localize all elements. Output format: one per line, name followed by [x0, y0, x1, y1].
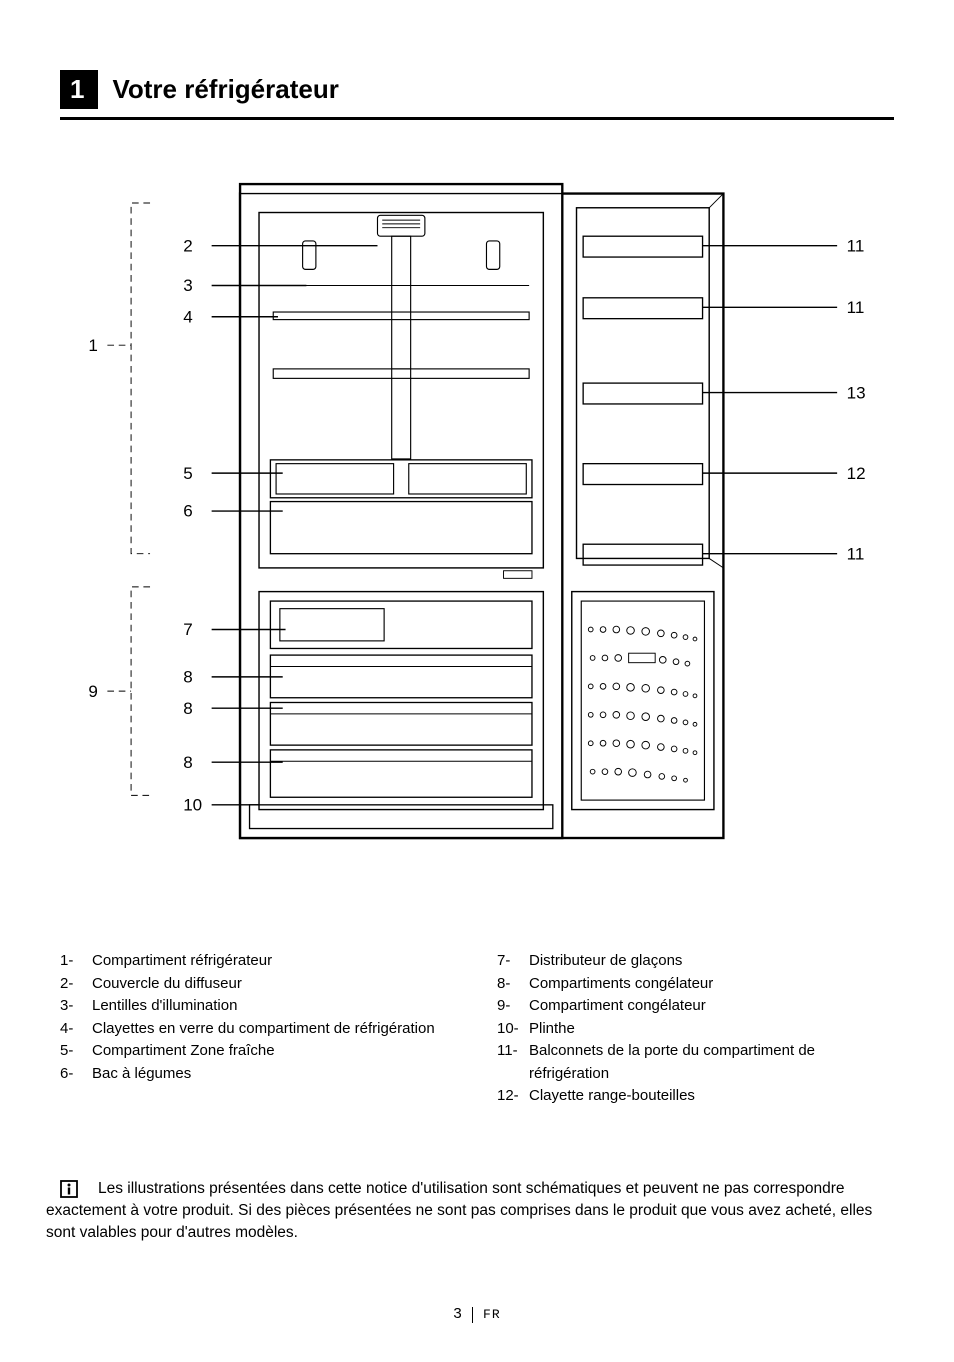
svg-text:10: 10	[183, 796, 202, 815]
fridge-diagram-svg: 2 3 4 1 5 6 7 8 9 8 8 10 11 11 13 12 11	[60, 160, 894, 900]
svg-text:1: 1	[88, 336, 97, 355]
legend-row: 7-Distributeur de glaçons	[497, 950, 894, 973]
legend-num: 4-	[60, 1018, 92, 1041]
legend-num: 12-	[497, 1085, 529, 1108]
svg-text:13: 13	[847, 383, 866, 402]
legend-text: Couvercle du diffuseur	[92, 973, 457, 996]
chapter-header: 1 Votre réfrigérateur	[60, 70, 894, 120]
legend-row: 8-Compartiments congélateur	[497, 973, 894, 996]
legend-num: 2-	[60, 973, 92, 996]
footer-divider	[472, 1307, 473, 1323]
page-footer: 3 FR	[60, 1305, 894, 1322]
legend-row: 10-Plinthe	[497, 1018, 894, 1041]
legend-num: 1-	[60, 950, 92, 973]
svg-text:11: 11	[847, 298, 865, 317]
legend-right-col: 7-Distributeur de glaçons8-Compartiments…	[497, 950, 894, 1108]
legend-row: 5-Compartiment Zone fraîche	[60, 1040, 457, 1063]
legend-num: 9-	[497, 995, 529, 1018]
svg-text:4: 4	[183, 307, 192, 326]
legend-row: 2-Couvercle du diffuseur	[60, 973, 457, 996]
legend-text: Lentilles d'illumination	[92, 995, 457, 1018]
legend-num: 6-	[60, 1063, 92, 1086]
legend-text: Plinthe	[529, 1018, 894, 1041]
fridge-diagram: 2 3 4 1 5 6 7 8 9 8 8 10 11 11 13 12 11	[60, 160, 894, 900]
legend-left-col: 1-Compartiment réfrigérateur2-Couvercle …	[60, 950, 457, 1108]
legend-text: Bac à légumes	[92, 1063, 457, 1086]
svg-text:8: 8	[183, 668, 192, 687]
footer-page-num: 3	[453, 1305, 461, 1322]
legend-num: 11-	[497, 1040, 529, 1085]
note-block: Les illustrations présentées dans cette …	[60, 1178, 894, 1245]
legend-row: 9-Compartiment congélateur	[497, 995, 894, 1018]
legend-row: 3-Lentilles d'illumination	[60, 995, 457, 1018]
svg-text:6: 6	[183, 502, 192, 521]
legend-text: Distributeur de glaçons	[529, 950, 894, 973]
svg-text:7: 7	[183, 620, 192, 639]
legend-text: Compartiment congélateur	[529, 995, 894, 1018]
legend-num: 8-	[497, 973, 529, 996]
svg-text:8: 8	[183, 753, 192, 772]
note-text: Les illustrations présentées dans cette …	[46, 1178, 894, 1245]
svg-text:3: 3	[183, 276, 192, 295]
legend-row: 1-Compartiment réfrigérateur	[60, 950, 457, 973]
svg-text:11: 11	[847, 544, 865, 563]
svg-text:11: 11	[847, 236, 865, 255]
legend-text: Clayette range-bouteilles	[529, 1085, 894, 1108]
legend-row: 11-Balconnets de la porte du compartimen…	[497, 1040, 894, 1085]
footer-lang: FR	[483, 1307, 501, 1322]
chapter-title: Votre réfrigérateur	[112, 74, 338, 105]
svg-text:8: 8	[183, 699, 192, 718]
svg-text:9: 9	[88, 682, 97, 701]
legend-columns: 1-Compartiment réfrigérateur2-Couvercle …	[60, 950, 894, 1108]
svg-text:12: 12	[847, 464, 866, 483]
svg-text:2: 2	[183, 236, 192, 255]
legend-row: 4-Clayettes en verre du compartiment de …	[60, 1018, 457, 1041]
legend-row: 6-Bac à légumes	[60, 1063, 457, 1086]
legend-text: Compartiment Zone fraîche	[92, 1040, 457, 1063]
legend-text: Clayettes en verre du compartiment de ré…	[92, 1018, 457, 1041]
legend-text: Compartiment réfrigérateur	[92, 950, 457, 973]
chapter-number-box: 1	[60, 70, 98, 109]
svg-text:5: 5	[183, 464, 192, 483]
legend-num: 5-	[60, 1040, 92, 1063]
legend-num: 3-	[60, 995, 92, 1018]
legend-text: Balconnets de la porte du compartiment d…	[529, 1040, 894, 1085]
legend-num: 10-	[497, 1018, 529, 1041]
legend-row: 12-Clayette range-bouteilles	[497, 1085, 894, 1108]
legend-num: 7-	[497, 950, 529, 973]
legend-text: Compartiments congélateur	[529, 973, 894, 996]
